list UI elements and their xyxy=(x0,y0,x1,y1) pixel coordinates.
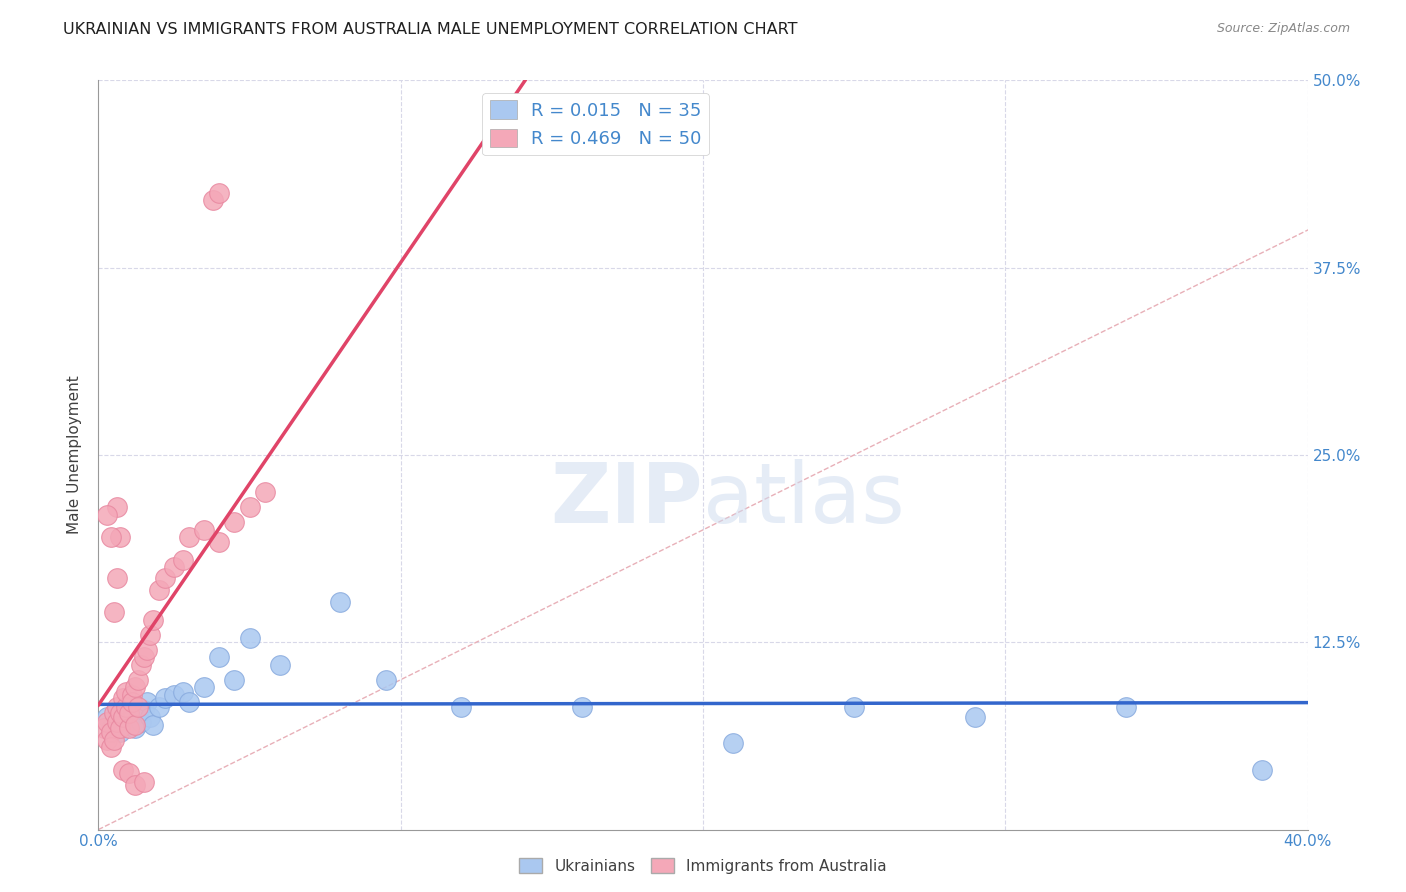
Point xyxy=(103,706,125,720)
Point xyxy=(844,699,866,714)
Point xyxy=(139,628,162,642)
Point xyxy=(114,699,136,714)
Point xyxy=(96,508,118,522)
Point xyxy=(127,673,149,687)
Point xyxy=(142,613,165,627)
Point xyxy=(239,500,262,515)
Point xyxy=(105,714,128,729)
Point xyxy=(124,680,146,694)
Point xyxy=(193,680,215,694)
Text: Source: ZipAtlas.com: Source: ZipAtlas.com xyxy=(1216,22,1350,36)
Point xyxy=(127,706,149,720)
Point xyxy=(100,740,122,755)
Point xyxy=(129,714,152,729)
Point xyxy=(179,530,201,544)
Point xyxy=(1251,763,1274,777)
Point xyxy=(103,732,125,747)
Point xyxy=(135,642,157,657)
Text: atlas: atlas xyxy=(703,459,904,541)
Point xyxy=(96,710,118,724)
Text: ZIP: ZIP xyxy=(551,459,703,541)
Point xyxy=(105,571,128,585)
Point xyxy=(142,717,165,731)
Point xyxy=(108,706,131,720)
Point xyxy=(193,523,215,537)
Point xyxy=(111,763,134,777)
Point xyxy=(100,725,122,739)
Point xyxy=(374,673,396,687)
Point xyxy=(121,695,143,709)
Point xyxy=(965,710,987,724)
Point xyxy=(253,485,276,500)
Point xyxy=(163,688,186,702)
Point xyxy=(124,717,146,731)
Point xyxy=(208,650,231,665)
Point xyxy=(124,778,146,792)
Point xyxy=(132,703,155,717)
Point xyxy=(111,703,134,717)
Point xyxy=(105,500,128,515)
Point xyxy=(105,699,128,714)
Point xyxy=(269,657,291,672)
Legend: Ukrainians, Immigrants from Australia: Ukrainians, Immigrants from Australia xyxy=(513,852,893,880)
Point xyxy=(163,560,186,574)
Point xyxy=(103,714,125,729)
Point xyxy=(118,765,141,780)
Point xyxy=(135,695,157,709)
Point xyxy=(121,688,143,702)
Point xyxy=(114,717,136,731)
Point xyxy=(1115,699,1137,714)
Text: UKRAINIAN VS IMMIGRANTS FROM AUSTRALIA MALE UNEMPLOYMENT CORRELATION CHART: UKRAINIAN VS IMMIGRANTS FROM AUSTRALIA M… xyxy=(63,22,797,37)
Y-axis label: Male Unemployment: Male Unemployment xyxy=(67,376,83,534)
Point xyxy=(100,530,122,544)
Point xyxy=(208,534,231,549)
Point xyxy=(96,714,118,729)
Point xyxy=(179,695,201,709)
Point xyxy=(93,721,115,735)
Point xyxy=(103,605,125,619)
Point xyxy=(114,684,136,698)
Point xyxy=(118,706,141,720)
Point xyxy=(108,530,131,544)
Point xyxy=(208,186,231,200)
Point xyxy=(132,774,155,789)
Point xyxy=(723,736,745,750)
Point xyxy=(100,721,122,735)
Point xyxy=(127,699,149,714)
Point xyxy=(153,690,176,705)
Point xyxy=(139,710,162,724)
Point xyxy=(202,193,225,207)
Point xyxy=(96,732,118,747)
Point xyxy=(132,650,155,665)
Point xyxy=(224,516,246,530)
Point xyxy=(153,571,176,585)
Point xyxy=(329,595,352,609)
Legend: R = 0.015   N = 35, R = 0.469   N = 50: R = 0.015 N = 35, R = 0.469 N = 50 xyxy=(482,93,709,155)
Point xyxy=(118,699,141,714)
Point xyxy=(105,706,128,720)
Point xyxy=(121,710,143,724)
Point xyxy=(108,721,131,735)
Point xyxy=(111,690,134,705)
Point xyxy=(224,673,246,687)
Point xyxy=(148,699,170,714)
Point xyxy=(172,553,194,567)
Point xyxy=(172,684,194,698)
Point xyxy=(124,721,146,735)
Point xyxy=(239,631,262,645)
Point xyxy=(118,721,141,735)
Point xyxy=(111,710,134,724)
Point xyxy=(108,725,131,739)
Point xyxy=(148,582,170,597)
Point xyxy=(129,657,152,672)
Point xyxy=(450,699,472,714)
Point xyxy=(571,699,593,714)
